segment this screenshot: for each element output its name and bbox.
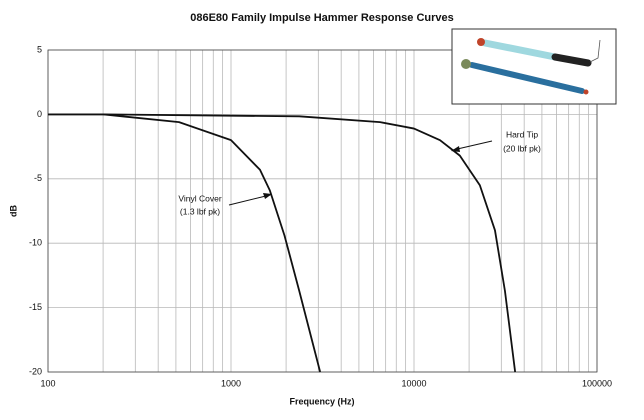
y-axis-title: dB [8, 205, 18, 217]
series-lines [48, 113, 517, 373]
product-photo [451, 28, 617, 105]
y-tick-label: -5 [34, 173, 42, 183]
hammer-grip [551, 53, 592, 67]
annotation: Hard Tip [506, 129, 538, 139]
y-tick-label: 5 [37, 44, 42, 54]
y-tick-label: -15 [29, 302, 42, 312]
hammer-head [461, 59, 471, 69]
hammer-handle [481, 39, 559, 61]
plot-frame [47, 49, 598, 373]
chart-title: 086E80 Family Impulse Hammer Response Cu… [190, 12, 454, 24]
annotation: (1.3 lbf pk) [180, 206, 220, 216]
x-axis-title: Frequency (Hz) [289, 396, 354, 406]
x-tick-label: 100000 [582, 378, 612, 388]
hammer-handle [469, 62, 585, 94]
annotation: Vinyl Cover [178, 193, 221, 203]
annotation-arrow [452, 140, 493, 151]
series-line [48, 113, 322, 373]
x-tick-label: 1000 [221, 378, 241, 388]
arrow-head [451, 146, 460, 152]
y-tick-label: -10 [29, 238, 42, 248]
annotation: (20 lbf pk) [503, 143, 541, 153]
x-tick-label: 100 [40, 378, 55, 388]
annotation-arrow [228, 194, 271, 206]
hammer-tip [477, 38, 485, 46]
y-tick-label: -20 [29, 366, 42, 376]
hammer-end [583, 89, 589, 95]
arrow-head [263, 193, 272, 199]
cable [589, 39, 601, 63]
series-line [48, 113, 517, 373]
y-tick-label: 0 [37, 109, 42, 119]
x-tick-label: 10000 [401, 378, 426, 388]
